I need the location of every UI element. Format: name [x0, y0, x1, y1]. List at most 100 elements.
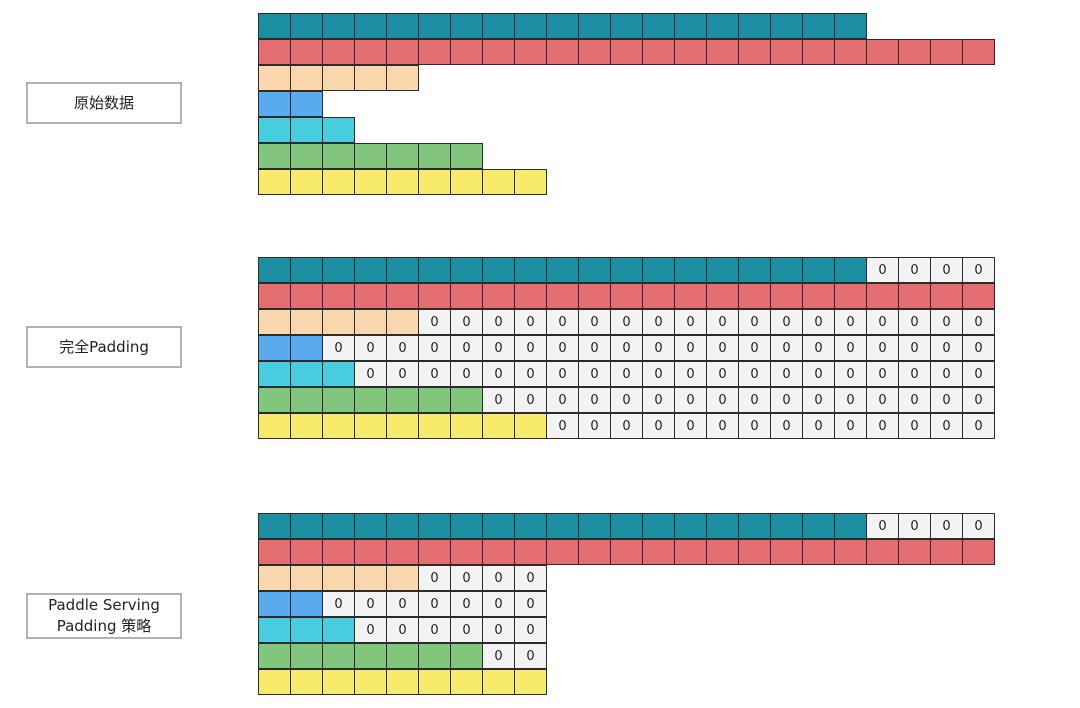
data-cell [386, 643, 419, 669]
data-cell [546, 513, 579, 539]
data-cell [866, 39, 899, 65]
data-cell [418, 669, 451, 695]
data-cell [354, 643, 387, 669]
data-cell [770, 539, 803, 565]
data-cell [258, 539, 291, 565]
data-cell [386, 39, 419, 65]
data-cell [514, 283, 547, 309]
padding-cell: 0 [738, 309, 771, 335]
padding-cell: 0 [674, 309, 707, 335]
data-cell [610, 283, 643, 309]
data-cell [322, 169, 355, 195]
data-cell [258, 143, 291, 169]
padding-cell: 0 [610, 387, 643, 413]
data-cell [930, 39, 963, 65]
data-cell [290, 361, 323, 387]
data-cell [738, 539, 771, 565]
padding-cell: 0 [930, 257, 963, 283]
label-original-data: 原始数据 [26, 82, 182, 124]
data-cell [770, 39, 803, 65]
data-cell [354, 413, 387, 439]
data-cell [738, 13, 771, 39]
data-cell [290, 283, 323, 309]
padding-cell: 0 [354, 591, 387, 617]
padding-cell: 0 [866, 361, 899, 387]
data-cell [738, 513, 771, 539]
data-cell [322, 361, 355, 387]
padding-cell: 0 [514, 617, 547, 643]
data-cell [834, 283, 867, 309]
sequence-row [258, 283, 995, 309]
data-cell [290, 669, 323, 695]
data-cell [386, 143, 419, 169]
padding-cell: 0 [674, 361, 707, 387]
data-cell [802, 257, 835, 283]
data-cell [546, 283, 579, 309]
data-cell [642, 257, 675, 283]
data-cell [354, 169, 387, 195]
data-cell [450, 387, 483, 413]
data-cell [258, 257, 291, 283]
data-cell [514, 169, 547, 195]
padding-cell: 0 [866, 309, 899, 335]
data-cell [354, 387, 387, 413]
padding-cell: 0 [834, 335, 867, 361]
data-cell [706, 257, 739, 283]
padding-cell: 0 [962, 335, 995, 361]
data-cell [290, 591, 323, 617]
data-cell [418, 143, 451, 169]
padding-cell: 0 [930, 335, 963, 361]
data-cell [642, 283, 675, 309]
padding-cell: 0 [738, 335, 771, 361]
padding-cell: 0 [930, 309, 963, 335]
data-cell [706, 13, 739, 39]
padding-cell: 0 [482, 643, 515, 669]
data-cell [290, 117, 323, 143]
data-cell [290, 169, 323, 195]
data-cell [258, 91, 291, 117]
padding-cell: 0 [866, 413, 899, 439]
data-cell [930, 283, 963, 309]
data-cell [354, 257, 387, 283]
padding-cell: 0 [546, 387, 579, 413]
label-original-text: 原始数据 [73, 93, 134, 112]
data-cell [450, 643, 483, 669]
data-cell [322, 309, 355, 335]
data-cell [354, 39, 387, 65]
data-cell [322, 617, 355, 643]
padding-cell: 0 [418, 591, 451, 617]
data-cell [834, 513, 867, 539]
data-cell [386, 413, 419, 439]
padding-cell: 0 [770, 413, 803, 439]
data-cell [578, 513, 611, 539]
padding-cell: 0 [770, 361, 803, 387]
data-cell [930, 539, 963, 565]
data-cell [418, 539, 451, 565]
padding-cell: 0 [674, 387, 707, 413]
padding-cell: 0 [962, 513, 995, 539]
data-cell [290, 513, 323, 539]
data-cell [610, 39, 643, 65]
padding-cell: 0 [418, 565, 451, 591]
data-cell [290, 13, 323, 39]
data-cell [706, 539, 739, 565]
padding-cell: 0 [354, 335, 387, 361]
data-cell [642, 513, 675, 539]
data-cell [386, 169, 419, 195]
data-cell [322, 13, 355, 39]
data-cell [290, 309, 323, 335]
padding-cell: 0 [642, 361, 675, 387]
sequence-row [258, 13, 994, 39]
data-cell [418, 39, 451, 65]
padding-cell: 0 [642, 413, 675, 439]
padding-cell: 0 [866, 387, 899, 413]
padding-cell: 0 [546, 335, 579, 361]
sequence-row [258, 65, 994, 91]
data-cell [258, 669, 291, 695]
data-cell [418, 257, 451, 283]
data-cell [322, 669, 355, 695]
padding-cell: 0 [578, 361, 611, 387]
